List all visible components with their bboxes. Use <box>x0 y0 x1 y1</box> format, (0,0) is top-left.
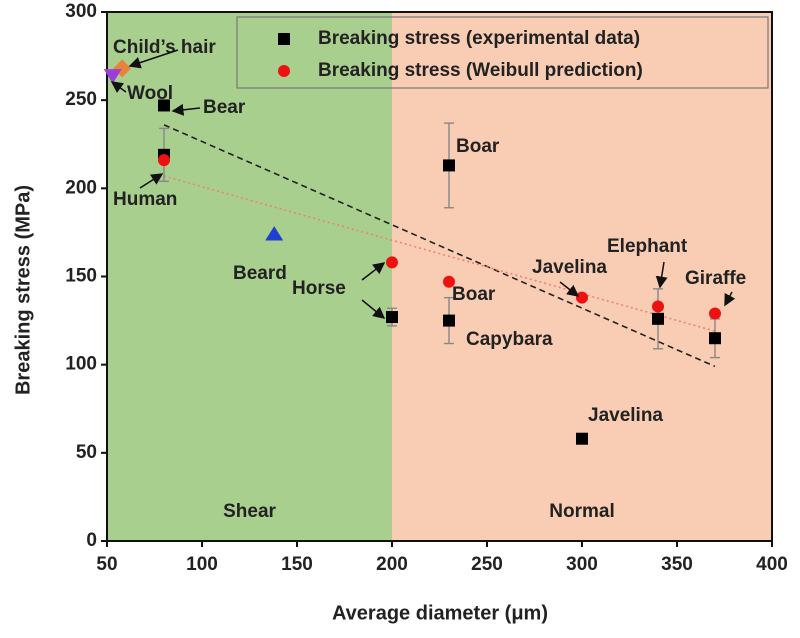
annotation: Boar <box>456 136 500 157</box>
point <box>709 307 721 320</box>
annotation-arrow <box>171 103 201 116</box>
y-tick-label: 300 <box>65 1 97 22</box>
y-tick-label: 150 <box>65 266 97 287</box>
y-axis-title: Breaking stress (MPa) <box>12 185 34 395</box>
y-tick-label: 250 <box>65 89 97 110</box>
annotation: Child’s hair <box>113 37 216 58</box>
annotation-arrow <box>361 262 386 281</box>
annotation: Wool <box>127 83 173 104</box>
x-axis-title: Average diameter (μm) <box>332 602 548 624</box>
y-tick-label: 100 <box>65 354 97 375</box>
x-tick-label: 300 <box>566 554 598 575</box>
annotation: Giraffe <box>685 268 746 289</box>
point <box>265 226 284 241</box>
point <box>443 275 455 288</box>
region-label: Shear <box>223 501 276 522</box>
region <box>392 12 772 541</box>
region <box>107 12 392 541</box>
legend-label: Breaking stress (experimental data) <box>318 28 640 49</box>
point <box>443 314 455 327</box>
y-tick-label: 50 <box>76 442 97 463</box>
legend-box <box>236 16 769 89</box>
point <box>576 432 588 445</box>
annotation-arrow <box>655 261 668 289</box>
annotation: Bear <box>203 97 246 118</box>
annotation: Horse <box>292 278 346 299</box>
legend-marker <box>278 33 290 45</box>
trend-line <box>163 124 716 368</box>
annotation-arrow <box>128 49 179 69</box>
x-tick-label: 250 <box>471 554 503 575</box>
annotation: Capybara <box>466 329 553 350</box>
annotation: Beard <box>233 263 287 284</box>
point <box>709 332 721 345</box>
annotation-arrow <box>139 173 164 189</box>
annotation-arrow <box>110 81 127 93</box>
point <box>158 154 170 167</box>
point <box>652 312 664 325</box>
annotation: Human <box>113 189 177 210</box>
point <box>103 69 122 84</box>
annotation-arrow <box>559 281 580 297</box>
region-label: Normal <box>549 501 614 522</box>
point <box>576 291 588 304</box>
x-tick-label: 350 <box>661 554 693 575</box>
point <box>158 99 170 112</box>
annotation: Elephant <box>607 236 688 257</box>
annotation: Javelina <box>532 257 607 278</box>
annotation: Javelina <box>588 405 663 426</box>
annotation-arrow <box>361 299 386 319</box>
point <box>386 311 398 324</box>
x-tick-label: 400 <box>756 554 788 575</box>
x-tick-label: 100 <box>186 554 218 575</box>
y-tick-label: 0 <box>86 530 97 551</box>
trend-line <box>163 175 716 332</box>
point <box>386 256 398 269</box>
annotation: Boar <box>452 284 496 305</box>
legend-label: Breaking stress (Weibull prediction) <box>318 60 643 81</box>
point <box>443 159 455 172</box>
annotation-arrow <box>724 291 736 307</box>
x-tick-label: 200 <box>376 554 408 575</box>
x-tick-label: 150 <box>281 554 313 575</box>
x-tick-label: 50 <box>96 554 117 575</box>
y-tick-label: 200 <box>65 177 97 198</box>
point <box>652 300 664 313</box>
legend-marker <box>278 65 290 77</box>
